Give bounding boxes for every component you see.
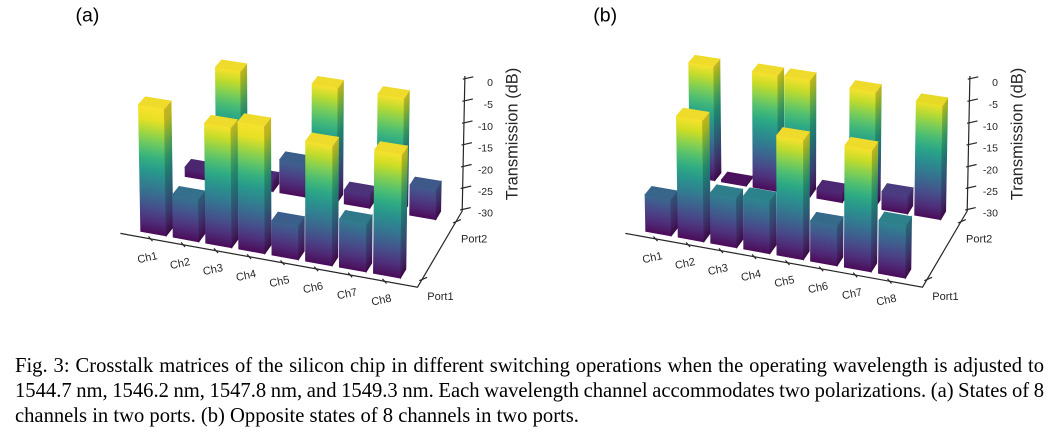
svg-text:-15: -15	[983, 143, 998, 155]
svg-text:0: 0	[992, 77, 998, 89]
svg-text:-25: -25	[983, 186, 998, 198]
svg-text:Transmission (dB): Transmission (dB)	[504, 68, 522, 200]
svg-text:Ch6: Ch6	[807, 280, 829, 296]
svg-text:Ch3: Ch3	[707, 262, 729, 278]
svg-text:0: 0	[487, 77, 493, 89]
svg-text:Ch7: Ch7	[336, 286, 358, 302]
svg-text:Ch8: Ch8	[370, 293, 392, 309]
svg-text:Ch8: Ch8	[875, 293, 897, 309]
svg-text:(a): (a)	[76, 4, 100, 26]
svg-text:Ch1: Ch1	[641, 250, 663, 266]
svg-text:Port2: Port2	[461, 233, 487, 245]
svg-text:-10: -10	[983, 121, 998, 133]
svg-text:-20: -20	[983, 165, 998, 177]
svg-text:Port1: Port1	[427, 291, 453, 303]
svg-text:Transmission (dB): Transmission (dB)	[1009, 68, 1027, 200]
svg-text:-5: -5	[484, 99, 493, 111]
svg-text:Ch4: Ch4	[740, 268, 762, 284]
svg-text:-15: -15	[478, 143, 493, 155]
svg-text:-30: -30	[478, 208, 493, 220]
svg-text:-25: -25	[478, 186, 493, 198]
svg-text:Ch1: Ch1	[136, 250, 158, 266]
svg-text:Ch7: Ch7	[841, 286, 863, 302]
svg-text:Ch3: Ch3	[202, 262, 224, 278]
svg-text:Ch2: Ch2	[169, 256, 191, 272]
svg-text:-30: -30	[983, 208, 998, 220]
svg-text:-20: -20	[478, 165, 493, 177]
svg-text:-10: -10	[478, 121, 493, 133]
svg-text:Port1: Port1	[932, 291, 958, 303]
svg-text:Port2: Port2	[966, 233, 992, 245]
svg-text:Ch4: Ch4	[235, 268, 257, 284]
svg-text:Ch5: Ch5	[268, 274, 290, 290]
svg-text:Ch6: Ch6	[302, 280, 324, 296]
svg-text:(b): (b)	[593, 4, 617, 26]
svg-text:Ch5: Ch5	[773, 274, 795, 290]
svg-text:Ch2: Ch2	[674, 256, 696, 272]
svg-text:-5: -5	[989, 99, 998, 111]
